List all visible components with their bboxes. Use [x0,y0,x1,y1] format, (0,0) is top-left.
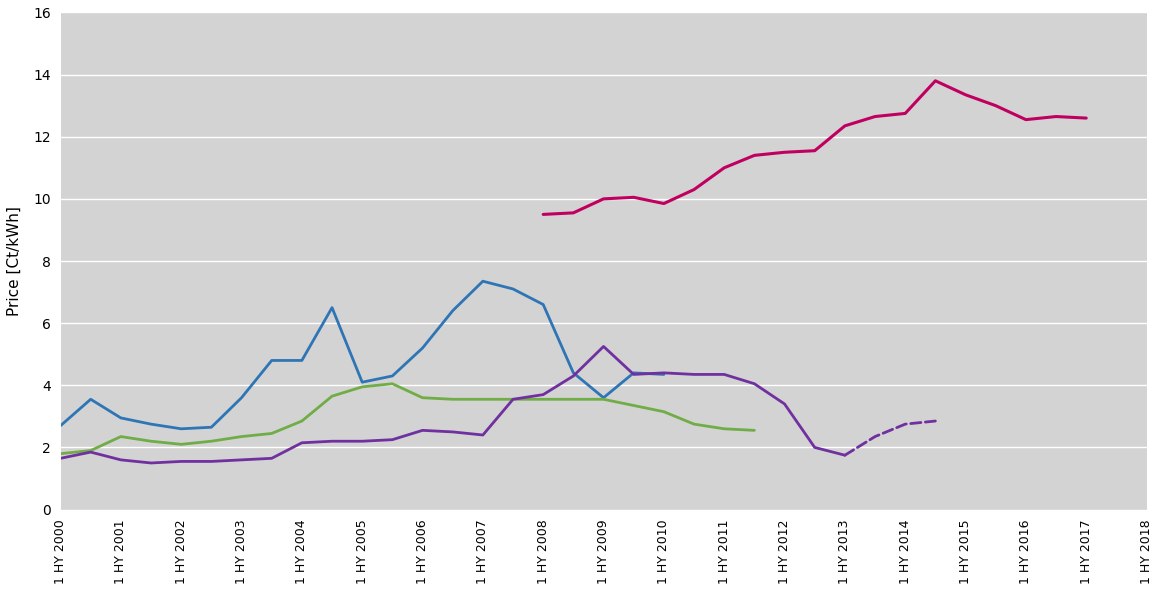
Y-axis label: Price [Ct/kWh]: Price [Ct/kWh] [7,206,22,316]
